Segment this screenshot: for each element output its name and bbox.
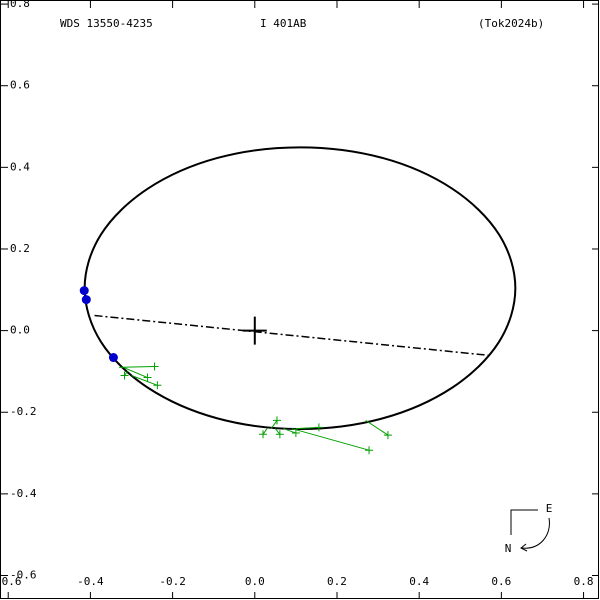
compass-north: N (505, 542, 512, 555)
x-tick-label: -0.4 (77, 575, 104, 588)
y-tick-label: 0.4 (10, 160, 30, 173)
observation (153, 381, 162, 390)
compass-arrow (521, 517, 550, 549)
x-tick-label: 0.2 (327, 575, 347, 588)
compass-arms (510, 509, 538, 535)
observation (314, 423, 323, 432)
x-tick-label: -0.2 (159, 575, 186, 588)
observation (259, 430, 268, 439)
compass-east: E (546, 502, 553, 515)
residual (365, 419, 389, 436)
observation (291, 429, 300, 438)
y-tick-label: -0.2 (10, 405, 37, 418)
observation (275, 430, 284, 439)
chart-title: WDS 13550-4235 (60, 17, 153, 30)
y-tick-label: 0.0 (10, 324, 30, 337)
x-tick-label: 0.6 (491, 575, 511, 588)
y-tick-label: 0.6 (10, 79, 30, 92)
residual (262, 428, 268, 435)
observation (81, 295, 91, 305)
x-tick-label: -0.6 (0, 575, 21, 588)
observation (272, 416, 281, 425)
observation (108, 353, 118, 363)
residual (283, 428, 297, 434)
y-tick-label: -0.6 (10, 569, 37, 582)
chart-subtitle: I 401AB (260, 17, 307, 30)
y-tick-label: -0.4 (10, 487, 37, 500)
residual (274, 428, 281, 435)
residual (131, 375, 158, 386)
observation (120, 371, 129, 380)
observation (365, 446, 374, 455)
observation (383, 431, 392, 440)
residual (270, 420, 278, 429)
primary-star (242, 316, 267, 345)
observation (143, 373, 152, 382)
x-tick-label: 0.0 (245, 575, 265, 588)
residual (123, 366, 148, 379)
observation (79, 286, 89, 296)
compass-arrowhead (520, 543, 528, 552)
x-tick-label: 0.8 (574, 575, 594, 588)
residual (291, 428, 370, 451)
y-tick-label: 0.2 (10, 242, 30, 255)
observation (150, 362, 159, 371)
residual (119, 366, 155, 368)
x-tick-label: 0.4 (409, 575, 429, 588)
line-of-nodes (94, 314, 491, 357)
y-tick-label: 0.8 (10, 0, 30, 10)
reference: (Tok2024b) (478, 17, 544, 30)
